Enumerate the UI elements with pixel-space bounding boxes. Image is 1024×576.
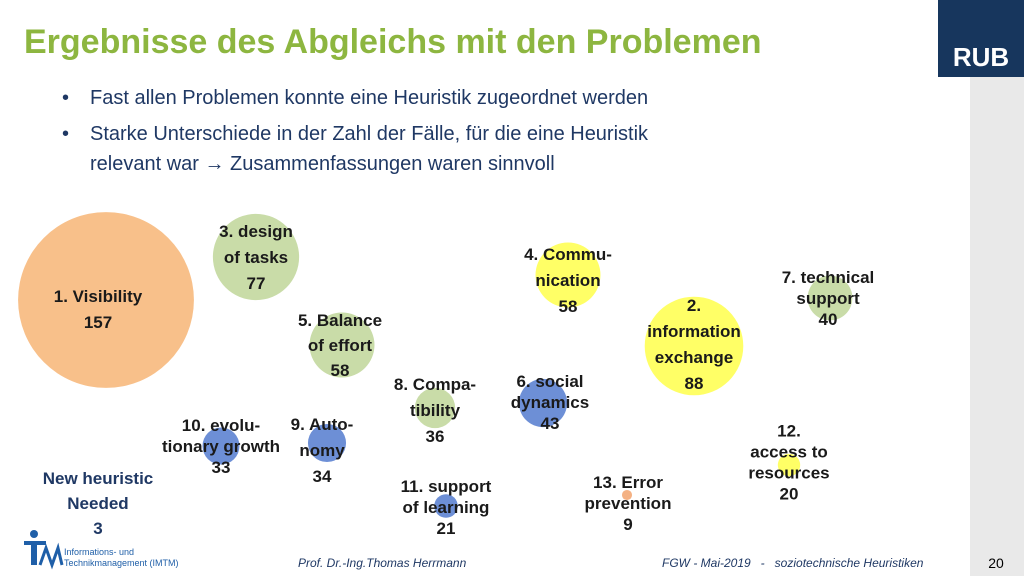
bubble-label: exchange [655, 348, 733, 367]
page-number: 20 [988, 555, 1004, 571]
bubble-label: tionary growth [162, 437, 280, 456]
bubble-value: 157 [84, 313, 112, 332]
bubble [202, 427, 240, 465]
note-value: 3 [93, 519, 102, 538]
bubble-label: 5. Balance [298, 311, 382, 330]
bubble [621, 489, 633, 501]
bubble-label: 6. social [516, 372, 583, 391]
bubble-value: 43 [541, 414, 560, 433]
bubble [307, 423, 347, 463]
bubble-value: 21 [437, 519, 456, 538]
logo-box [938, 0, 1024, 77]
bubble-value: 34 [313, 467, 332, 486]
side-strip [970, 77, 1024, 576]
bullet-dot: • [62, 87, 69, 109]
bullet-dot: • [62, 123, 69, 145]
bubble-label: resources [748, 464, 829, 483]
bubble [212, 213, 300, 301]
bubble-label: 1. Visibility [54, 287, 143, 306]
bubble [535, 242, 601, 308]
bullet-text: Fast allen Problemen konnte eine Heurist… [90, 87, 648, 109]
bubble-label: support [796, 289, 860, 308]
bubble-label: of learning [403, 498, 490, 517]
institute-name: Informations- und [64, 547, 134, 557]
bubble-label: access to [750, 443, 828, 462]
bubble-label: 9. Auto- [291, 415, 354, 434]
imtm-icon [24, 530, 64, 570]
bubble-label: 10. evolu- [182, 416, 260, 435]
bubble-label: prevention [585, 494, 672, 513]
bubble [434, 494, 458, 518]
bubble-label: dynamics [511, 393, 589, 412]
bubble [644, 296, 744, 396]
note-text: Needed [67, 494, 128, 513]
bubble-label: tibility [410, 401, 461, 420]
bubble-value: 88 [685, 374, 704, 393]
bubble-label: of tasks [224, 248, 288, 267]
bubble-value: 36 [426, 427, 445, 446]
bubble-value: 58 [331, 361, 350, 380]
bubble [414, 387, 456, 429]
bubble-label: 12. [777, 422, 801, 441]
footer-author: Prof. Dr.-Ing.Thomas Herrmann [298, 556, 467, 570]
bubble-label: 11. support [401, 477, 492, 496]
bubble-value: 58 [559, 297, 578, 316]
bullet-text: relevant war → Zusammenfassungen waren s… [90, 153, 555, 175]
bubble-label: nication [535, 271, 600, 290]
bubble [807, 275, 853, 321]
bubble [777, 453, 801, 477]
bubble-label: 2. [687, 296, 701, 315]
bubble-value: 33 [212, 458, 231, 477]
bubble-label: 8. Compa- [394, 375, 476, 394]
note-text: New heuristic [43, 469, 154, 488]
bubble [309, 312, 375, 378]
bubble-value: 9 [623, 515, 632, 534]
institute-name: Technikmanagement (IMTM) [64, 558, 179, 568]
bubble-label: information [647, 322, 741, 341]
bubble-label: 13. Error [593, 473, 663, 492]
bubble-value: 77 [247, 274, 266, 293]
title: Ergebnisse des Abgleichs mit den Problem… [24, 23, 762, 61]
bubble-label: nomy [299, 441, 345, 460]
bubble [18, 212, 194, 388]
footer-event: FGW - Mai-2019 - soziotechnische Heurist… [662, 556, 924, 570]
bullet-text: Starke Unterschiede in der Zahl der Fäll… [90, 123, 649, 145]
bubble-value: 40 [819, 310, 838, 329]
logo: RUB [953, 42, 1009, 72]
bubble-label: 7. technical [782, 268, 875, 287]
bubble-label: of effort [308, 336, 373, 355]
bubble-value: 20 [780, 485, 799, 504]
bubble-label: 4. Commu- [524, 245, 612, 264]
bubble-label: 3. design [219, 222, 293, 241]
bubble [518, 378, 568, 428]
